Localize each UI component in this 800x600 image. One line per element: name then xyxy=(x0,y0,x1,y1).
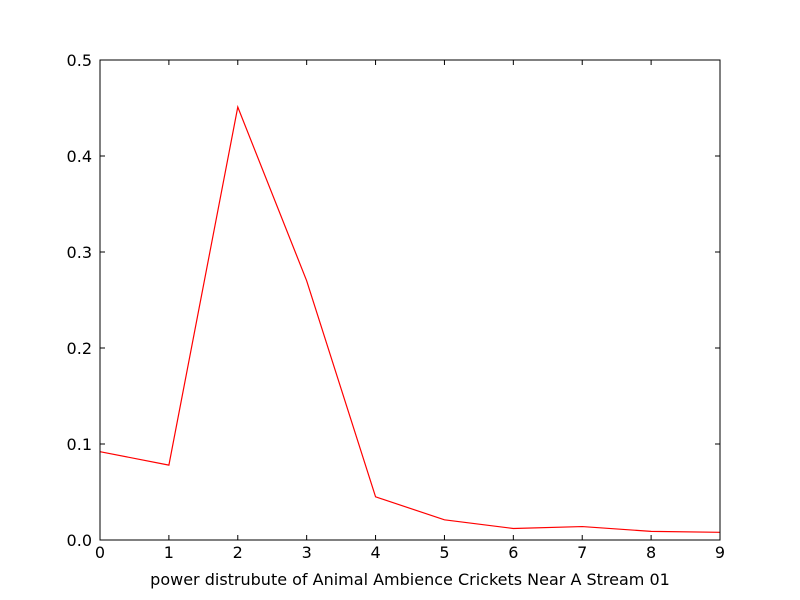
series-line xyxy=(99,104,721,533)
x-tick-label: 7 xyxy=(577,543,587,562)
x-axis-label: power distrubute of Animal Ambience Cric… xyxy=(150,570,670,589)
y-tick-label: 0.4 xyxy=(67,147,92,166)
x-tick-label: 0 xyxy=(95,543,105,562)
y-tick-label: 0.5 xyxy=(67,51,92,70)
x-tick-labels: 0 1 2 3 4 5 6 7 8 9 xyxy=(95,543,725,562)
y-tick-label: 0.2 xyxy=(67,339,92,358)
x-tick-label: 5 xyxy=(439,543,449,562)
plot-marks xyxy=(99,104,721,533)
x-tick-label: 4 xyxy=(370,543,380,562)
y-tick-labels: 0.0 0.1 0.2 0.3 0.4 0.5 xyxy=(67,51,92,550)
x-tick-label: 6 xyxy=(508,543,518,562)
axis-ticks xyxy=(99,59,721,541)
x-tick-label: 8 xyxy=(646,543,656,562)
x-tick-label: 2 xyxy=(233,543,243,562)
x-tick-label: 3 xyxy=(302,543,312,562)
y-tick-label: 0.1 xyxy=(67,435,92,454)
x-tick-label: 9 xyxy=(715,543,725,562)
plot-frame xyxy=(99,59,721,541)
y-tick-label: 0.0 xyxy=(67,531,92,550)
y-tick-label: 0.3 xyxy=(67,243,92,262)
x-tick-label: 1 xyxy=(164,543,174,562)
